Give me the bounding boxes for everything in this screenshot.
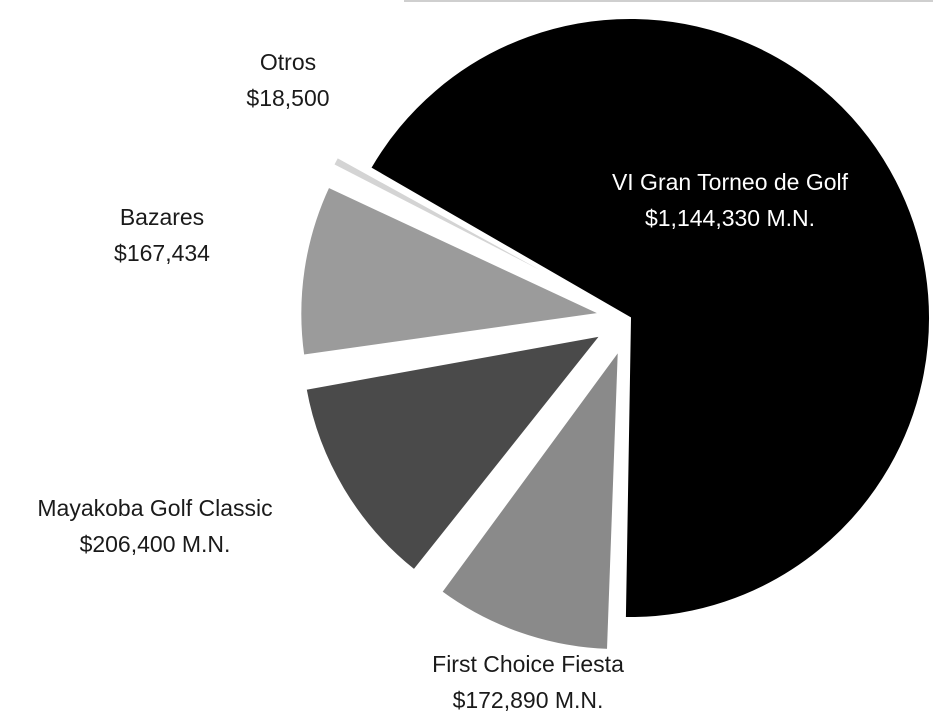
slice-value-label-otros: $18,500 [246,85,329,111]
frame-top-border [404,0,933,2]
slice-label-vi-gran-torneo-de-golf: VI Gran Torneo de Golf [612,169,849,195]
slice-label-bazares: Bazares [120,204,204,230]
slice-label-mayakoba-golf-classic: Mayakoba Golf Classic [37,495,272,521]
slice-label-otros: Otros [260,49,316,75]
slice-value-label-mayakoba-golf-classic: $206,400 M.N. [80,531,231,557]
slices-layer [299,17,931,651]
slice-value-label-vi-gran-torneo-de-golf: $1,144,330 M.N. [645,205,815,231]
slice-value-label-bazares: $167,434 [114,240,210,266]
pie-slice-first-choice-fiesta [439,346,620,651]
slice-value-label-first-choice-fiesta: $172,890 M.N. [453,687,604,713]
pie-slice-vi-gran-torneo-de-golf [368,17,931,619]
pie-slice-otros [331,155,601,303]
labels-layer: VI Gran Torneo de Golf $1,144,330 M.N. Fir… [37,49,848,713]
pie-slice-mayakoba-golf-classic [304,333,604,572]
pie-slice-bazares [299,185,604,357]
slice-label-first-choice-fiesta: First Choice Fiesta [432,651,624,677]
